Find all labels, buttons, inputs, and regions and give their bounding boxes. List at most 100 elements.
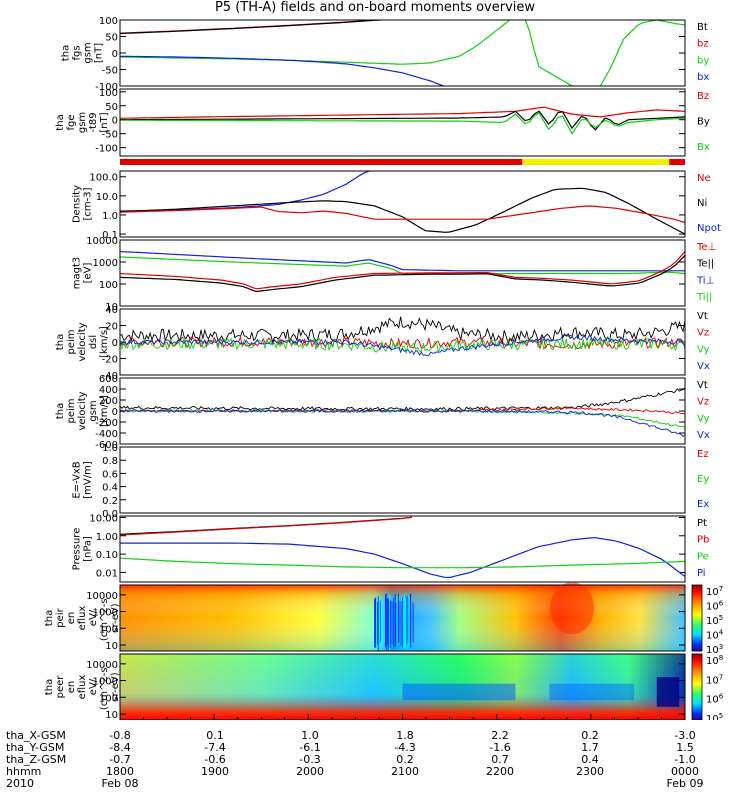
mag-legend-1: Te|| bbox=[696, 259, 714, 270]
axis-row-value: -1.6 bbox=[489, 741, 511, 754]
mag-ylabel: magt3[eV] bbox=[72, 257, 94, 290]
fgs-ytick-label-2: 0 bbox=[112, 49, 118, 60]
mag-legend-0: Te⊥ bbox=[696, 242, 716, 253]
time-axis-footer: tha_X-GSM -0.8 0.1 1.0 1.8 2.2 0.2 -3.0 tha_Y-GS… bbox=[0, 720, 750, 800]
mode-bar-segment-1 bbox=[522, 159, 670, 165]
fgs-legend-1: bz bbox=[697, 39, 709, 50]
mag-series-Te⊥ bbox=[120, 251, 685, 290]
axis-row-value: 2200 bbox=[486, 765, 514, 778]
axis-row-value: 1800 bbox=[106, 765, 134, 778]
axis-row-value: -0.7 bbox=[109, 753, 131, 766]
fgs-ytick-label-1: 50 bbox=[105, 33, 118, 44]
efield-ytick-label-0: 1.0 bbox=[102, 443, 118, 454]
axis-row-label: tha_X-GSM bbox=[6, 729, 66, 742]
peir-ylabel: thapeirenefluxeV/(cm^2-s-sr-eV) bbox=[44, 594, 121, 641]
peim_gsm-ytick-label-0: 600 bbox=[99, 374, 118, 385]
axis-row-value: Feb 09 bbox=[666, 777, 704, 790]
pressure-legend-1: Pb bbox=[697, 535, 709, 546]
density-ytick-label-0: 100.0 bbox=[89, 173, 118, 184]
axis-row-value: -4.3 bbox=[394, 741, 416, 754]
peim_dsl-series-Vy bbox=[120, 336, 685, 354]
density-series-Ne bbox=[120, 205, 685, 224]
fge-series-Bx bbox=[120, 112, 685, 135]
peer-low-flux-band-1 bbox=[402, 683, 516, 701]
mag-legend-3: Ti|| bbox=[696, 292, 712, 303]
peim_gsm-series-Vt bbox=[120, 387, 685, 412]
axis-row-value: -8.4 bbox=[109, 741, 131, 754]
density-series-Ni bbox=[120, 187, 685, 235]
axis-row-label: tha_Y-GSM bbox=[6, 741, 65, 754]
fge-ytick-label-1: 50 bbox=[105, 102, 118, 113]
peir-colorbar-label-0: 107 bbox=[706, 585, 723, 598]
axis-row-label: tha_Z-GSM bbox=[6, 753, 67, 766]
peer-colorbar-label-1: 107 bbox=[706, 673, 723, 686]
mode-bar-segment-2 bbox=[669, 159, 685, 165]
axis-row-value: -0.3 bbox=[299, 753, 321, 766]
efield-ytick-label-5: 0.0 bbox=[102, 509, 118, 520]
peir-ytick-label-1: 1000 bbox=[93, 608, 118, 619]
pressure-legend-2: Pe bbox=[697, 551, 709, 562]
peir-colorbar-label-1: 106 bbox=[706, 600, 724, 613]
peir-ytick-label-0: 10000 bbox=[86, 591, 118, 602]
axis-row-value: 1900 bbox=[201, 765, 229, 778]
axis-row-value: -1.0 bbox=[674, 753, 696, 766]
peim_dsl-legend-1: Vz bbox=[697, 328, 709, 339]
pressure-series-Pt bbox=[120, 516, 412, 535]
fge-ytick-label-3: -50 bbox=[102, 130, 118, 141]
peim_gsm-legend-0: Vt bbox=[697, 380, 708, 391]
peer-colorbar-label-0: 108 bbox=[706, 654, 723, 667]
fgs-frame bbox=[119, 19, 686, 87]
axis-row-value: 0.1 bbox=[206, 729, 224, 742]
peir-hot-region bbox=[550, 582, 594, 635]
fgs-series-by bbox=[120, 20, 685, 86]
peim_gsm-ytick-label-2: 200 bbox=[99, 396, 118, 407]
peim_gsm-ylabel: thapeimvelocitygsm[km/s] bbox=[55, 391, 110, 430]
peim_gsm-ytick-label-5: -400 bbox=[95, 429, 118, 440]
peim_gsm-series-Vy bbox=[120, 409, 685, 429]
peer-colorbar-label-3: 105 bbox=[706, 712, 723, 720]
mag-frame bbox=[119, 239, 686, 307]
mag-series-Te|| bbox=[120, 254, 685, 293]
axis-row-value: -0.6 bbox=[204, 753, 226, 766]
peir-colorbar-label-3: 104 bbox=[706, 629, 724, 642]
pressure-frame bbox=[119, 515, 686, 583]
fge-legend-2: Bx bbox=[697, 142, 710, 153]
chart-title: P5 (TH-A) fields and on-board moments ov… bbox=[214, 0, 536, 15]
fge-ytick-label-0: 100 bbox=[99, 88, 118, 99]
peim_gsm-legend-1: Vz bbox=[697, 397, 709, 408]
fgs-series-Bt bbox=[120, 20, 384, 34]
axis-row-value: -6.1 bbox=[299, 741, 321, 754]
peim_dsl-ytick-label-4: -40 bbox=[102, 371, 118, 382]
peer-ytick-label-1: 1000 bbox=[93, 677, 118, 688]
peim_gsm-series-Vx bbox=[120, 408, 685, 437]
pressure-series-Pe bbox=[120, 557, 685, 569]
efield-frame bbox=[119, 446, 686, 514]
peim_gsm-ytick-label-1: 400 bbox=[99, 385, 118, 396]
peer-low-flux-band-2 bbox=[549, 683, 635, 701]
axis-row-value: 1.7 bbox=[581, 741, 599, 754]
efield-ytick-label-3: 0.4 bbox=[102, 483, 118, 494]
peer-frame bbox=[119, 653, 686, 720]
axis-row-value: 1.0 bbox=[301, 729, 319, 742]
axis-row-label: 2010 bbox=[6, 777, 34, 790]
fge-ylabel: thafgegsm-t89[nT] bbox=[55, 112, 110, 133]
density-legend-2: Npot bbox=[697, 223, 721, 234]
fgs-series-bz bbox=[120, 20, 384, 35]
peim_dsl-series-Vz bbox=[120, 336, 685, 351]
fgs-ytick-label-4: -100 bbox=[95, 82, 118, 93]
mag-series-Ti|| bbox=[120, 256, 685, 275]
fgs-legend-2: by bbox=[697, 55, 709, 66]
efield-ytick-label-4: 0.2 bbox=[102, 496, 118, 507]
density-ytick-label-3: 0.1 bbox=[102, 230, 118, 241]
efield-legend-1: Ey bbox=[697, 474, 709, 485]
fge-ytick-label-2: 0 bbox=[112, 116, 118, 127]
peer-ytick-label-3: 10 bbox=[105, 710, 118, 720]
fgs-series-bx bbox=[120, 55, 446, 86]
axis-row-value: 2.2 bbox=[491, 729, 509, 742]
fgs-ytick-label-3: -50 bbox=[102, 66, 118, 77]
mag-ytick-label-1: 1000 bbox=[93, 258, 118, 269]
efield-ytick-label-2: 0.6 bbox=[102, 469, 118, 480]
density-legend-1: Ni bbox=[697, 198, 707, 209]
peer-ytick-label-2: 100 bbox=[99, 693, 118, 704]
peir-colorbar-label-2: 105 bbox=[706, 614, 723, 627]
